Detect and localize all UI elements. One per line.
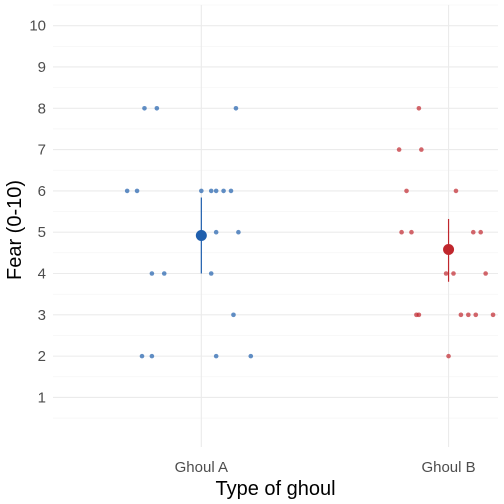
y-tick-label: 7	[38, 142, 46, 159]
y-tick-label: 8	[38, 100, 46, 117]
data-point	[466, 312, 471, 318]
data-point	[161, 271, 167, 276]
y-tick-label: 2	[38, 348, 46, 365]
data-point	[248, 353, 254, 359]
data-point	[399, 229, 404, 235]
data-point	[233, 105, 239, 111]
data-point	[199, 188, 204, 194]
y-tick-label: 6	[38, 183, 46, 200]
data-point	[404, 188, 409, 194]
data-point	[478, 229, 483, 235]
data-point	[231, 312, 236, 318]
data-point	[419, 147, 424, 152]
data-point	[124, 188, 130, 194]
data-point	[443, 271, 449, 276]
y-tick-label: 4	[38, 266, 46, 283]
data-point	[213, 229, 219, 235]
data-point	[416, 105, 422, 111]
data-series	[124, 105, 496, 359]
data-point	[490, 312, 496, 318]
y-axis-title: Fear (0-10)	[4, 180, 26, 280]
x-axis-tick-labels: Ghoul A Ghoul B	[175, 459, 476, 476]
data-point	[483, 271, 488, 276]
data-point	[139, 353, 145, 359]
data-point	[149, 271, 155, 276]
data-point	[221, 188, 226, 194]
data-point	[409, 229, 414, 235]
series-2	[396, 105, 496, 359]
data-point	[228, 188, 234, 194]
minor-gridlines	[53, 4, 498, 419]
x-axis-title: Type of ghoul	[215, 478, 335, 500]
data-point	[134, 188, 140, 194]
data-point	[142, 105, 147, 111]
y-tick-label: 3	[38, 307, 46, 324]
series-1	[124, 105, 254, 359]
data-point	[451, 271, 456, 276]
data-point	[149, 353, 155, 359]
data-point	[213, 188, 219, 194]
x-tick-label: Ghoul B	[421, 459, 475, 476]
y-tick-label: 9	[38, 59, 46, 76]
data-point	[213, 353, 219, 359]
data-point	[453, 188, 459, 194]
mean-point	[195, 230, 207, 242]
y-tick-label: 10	[29, 18, 46, 35]
data-point	[208, 188, 214, 194]
data-point	[458, 312, 464, 318]
data-point	[446, 353, 451, 359]
data-point	[208, 271, 214, 276]
y-axis-tick-labels: 1 2 3 4 5 6 7 8 9 10	[29, 18, 46, 407]
data-point	[236, 229, 241, 235]
data-point	[470, 229, 476, 235]
data-point	[154, 105, 160, 111]
data-point	[473, 312, 479, 318]
data-point	[396, 147, 402, 152]
data-point	[416, 312, 422, 318]
mean-point	[443, 244, 455, 256]
major-gridlines	[53, 5, 498, 447]
y-tick-label: 1	[38, 389, 46, 406]
y-tick-label: 5	[38, 224, 46, 241]
x-tick-label: Ghoul A	[175, 459, 228, 476]
